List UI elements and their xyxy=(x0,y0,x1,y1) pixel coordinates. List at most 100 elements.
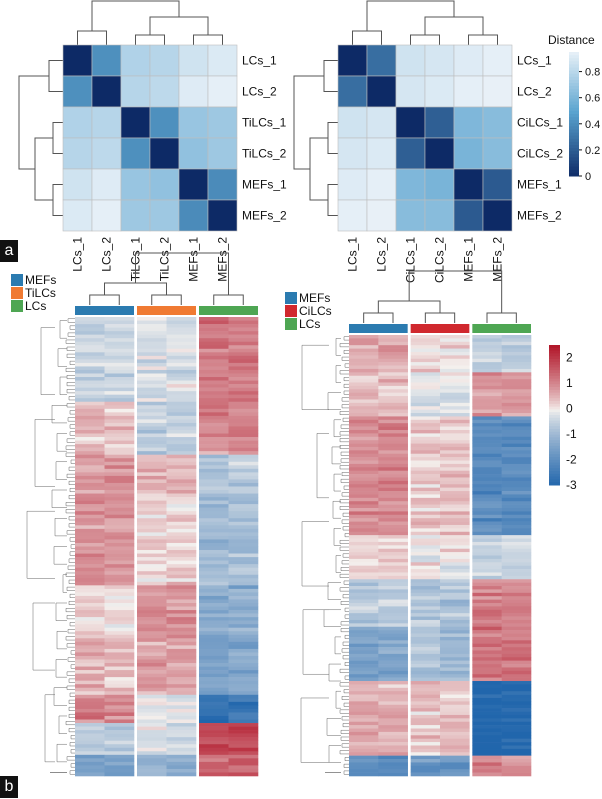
row-label: MEFs_2 xyxy=(517,209,562,223)
legend-tick-label: -1 xyxy=(566,427,577,441)
heatmap-cell xyxy=(472,667,502,672)
heatmap-cell xyxy=(472,636,502,641)
heatmap-cell xyxy=(410,602,441,607)
heatmap-cell xyxy=(166,426,197,431)
legend-swatch xyxy=(549,454,560,458)
heatmap-cell xyxy=(75,497,105,501)
heatmap-cell xyxy=(228,394,259,399)
dendrogram-branch xyxy=(343,336,349,341)
heatmap-cell xyxy=(349,643,379,648)
heatmap-cell xyxy=(440,738,470,743)
heatmap-cell xyxy=(337,168,368,201)
heatmap-cell xyxy=(472,759,502,763)
heatmap-cell xyxy=(75,528,105,533)
heatmap-cell xyxy=(378,579,408,583)
heatmap-cell xyxy=(199,348,229,353)
heatmap-cell xyxy=(410,589,441,594)
heatmap-cell xyxy=(199,627,229,632)
heatmap-cell xyxy=(349,470,379,475)
heatmap-cell xyxy=(501,708,532,712)
heatmap-cell xyxy=(104,680,135,685)
dendrogram-branch xyxy=(328,663,341,682)
heatmap-cell xyxy=(137,504,167,508)
heatmap-cell xyxy=(349,487,379,492)
heatmap-cell xyxy=(75,408,105,413)
heatmap-cell xyxy=(410,436,441,441)
heatmap-cell xyxy=(228,486,259,491)
heatmap-cell xyxy=(228,655,259,660)
heatmap-cell xyxy=(178,137,209,170)
heatmap-cell xyxy=(228,610,259,614)
heatmap-cell xyxy=(501,653,532,658)
heatmap-cell xyxy=(440,535,470,539)
column-label: LCs_1 xyxy=(346,237,360,272)
heatmap-cell xyxy=(199,557,229,561)
heatmap-cell xyxy=(166,444,197,448)
heatmap-cell xyxy=(349,518,379,522)
heatmap-cell xyxy=(501,562,532,566)
heatmap-cell xyxy=(104,369,135,374)
heatmap-cell xyxy=(228,542,259,547)
panel-label-a: a xyxy=(0,240,18,262)
dendrogram-branch xyxy=(59,376,67,395)
heatmap-cell xyxy=(349,599,379,604)
heatmap-cell xyxy=(75,723,105,727)
heatmap-cell xyxy=(199,482,229,487)
legend-swatch xyxy=(549,406,560,410)
dendrogram-branch xyxy=(339,546,349,551)
heatmap-cell xyxy=(472,575,502,580)
dendrogram-branch xyxy=(343,770,349,775)
heatmap-cell xyxy=(199,758,229,763)
heatmap-cell xyxy=(501,579,532,583)
heatmap-cell xyxy=(199,539,229,544)
dendrogram-branch xyxy=(333,419,341,438)
legend-swatch xyxy=(549,431,560,436)
heatmap-cell xyxy=(104,493,135,498)
legend-swatch xyxy=(549,437,560,441)
heatmap-cell xyxy=(166,627,197,632)
dendrogram-branch xyxy=(344,614,349,619)
heatmap-cell xyxy=(137,542,167,547)
dendrogram-branch xyxy=(67,565,75,570)
heatmap-cell xyxy=(410,531,441,536)
dendrogram-branch xyxy=(70,664,75,669)
heatmap-cell xyxy=(472,460,502,465)
heatmap-cell xyxy=(166,415,197,420)
heatmap-cell xyxy=(166,493,197,498)
heatmap-cell xyxy=(228,415,259,420)
heatmap-cell xyxy=(378,470,408,475)
heatmap-cell xyxy=(501,511,532,516)
heatmap-cell xyxy=(501,541,532,546)
heatmap-cell xyxy=(440,602,470,607)
heatmap-cell xyxy=(199,486,229,491)
heatmap-cell xyxy=(228,733,259,738)
heatmap-cell xyxy=(104,352,135,357)
heatmap-cell xyxy=(472,385,502,390)
heatmap-cell xyxy=(410,541,441,546)
heatmap-cell xyxy=(440,392,470,397)
legend-swatch xyxy=(549,462,560,466)
heatmap-cell xyxy=(472,687,502,692)
heatmap-cell xyxy=(75,737,105,741)
heatmap-cell xyxy=(501,491,532,495)
heatmap-cell xyxy=(104,754,135,759)
heatmap-cell xyxy=(440,467,470,471)
heatmap-cell xyxy=(104,465,135,470)
heatmap-cell xyxy=(378,358,408,363)
heatmap-cell xyxy=(166,631,197,636)
heatmap-cell xyxy=(166,366,197,371)
heatmap-cell xyxy=(166,670,197,674)
heatmap-cell xyxy=(440,562,470,566)
heatmap-cell xyxy=(378,718,408,723)
heatmap-cell xyxy=(228,419,259,424)
legend-swatch xyxy=(11,274,23,286)
legend-swatch xyxy=(549,434,560,438)
heatmap-cell xyxy=(349,348,379,353)
heatmap-cell xyxy=(410,748,441,753)
heatmap-cell xyxy=(349,355,379,360)
heatmap-cell xyxy=(149,199,180,232)
heatmap-cell xyxy=(75,726,105,731)
legend-swatch xyxy=(569,120,579,124)
heatmap-cell xyxy=(349,440,379,444)
heatmap-cell xyxy=(440,511,470,516)
